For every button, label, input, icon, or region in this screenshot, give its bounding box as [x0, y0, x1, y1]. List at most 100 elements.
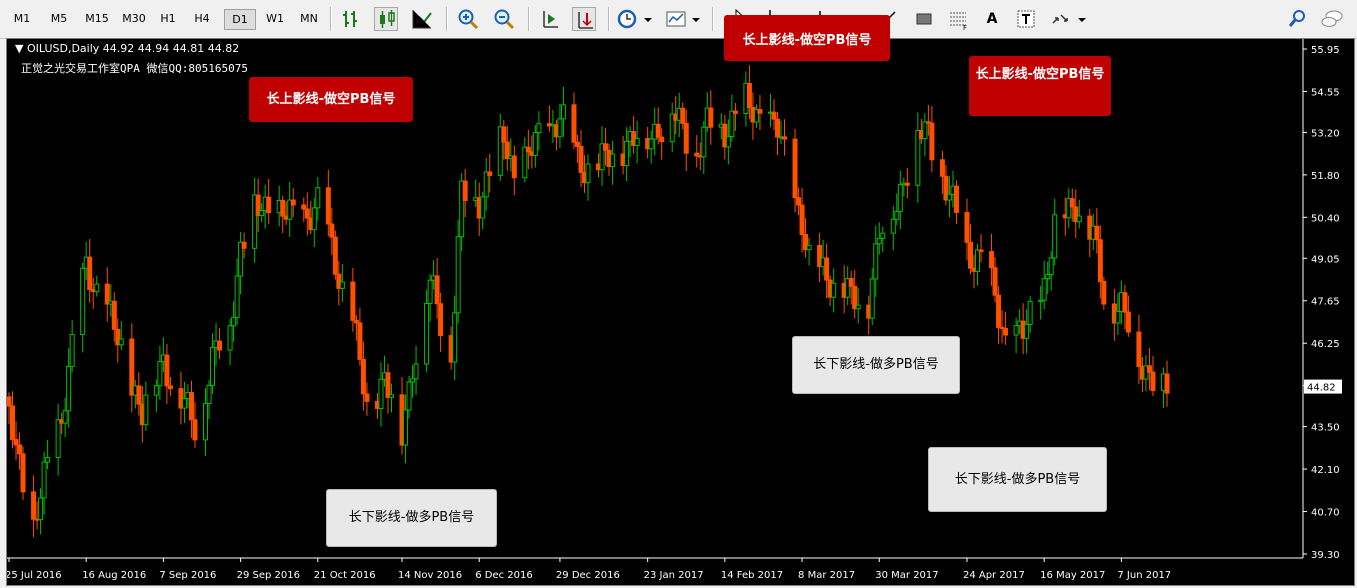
candle-body [462, 180, 468, 201]
timeframe-h1[interactable]: H1 [160, 12, 176, 25]
price-tick-label: 54.55 [1311, 87, 1340, 98]
timeframe-m30[interactable]: M30 [122, 12, 146, 25]
short-signal-callout: 长上影线-做空PB信号 [249, 77, 413, 122]
candle-body [848, 278, 854, 287]
fibonacci-icon[interactable]: F [946, 7, 970, 32]
candle-body [560, 104, 566, 120]
timeframe-d1[interactable]: D1 [224, 9, 256, 30]
timeframe-m5[interactable]: M5 [50, 12, 68, 25]
chevron-down-icon[interactable] [642, 7, 654, 31]
candle-body [55, 419, 61, 458]
price-tick-label: 39.30 [1311, 550, 1340, 561]
date-tick-label: 16 Aug 2016 [82, 570, 146, 581]
collapse-triangle-icon[interactable]: ▼ [15, 42, 24, 55]
candle-body [817, 244, 823, 268]
toolbar-separator [608, 7, 610, 31]
date-tick-label: 14 Feb 2017 [721, 570, 783, 581]
candle-body [413, 363, 419, 380]
candle-body [1038, 299, 1044, 302]
candle-body [634, 138, 640, 146]
candle-body [234, 275, 240, 318]
candle-body [603, 143, 609, 151]
chevron-down-icon[interactable] [1076, 7, 1088, 31]
candle-body [357, 322, 363, 360]
templates-icon[interactable] [664, 7, 688, 31]
candle-body [1150, 371, 1156, 392]
candle-body [111, 300, 117, 330]
rectangle-tool-icon[interactable] [912, 7, 936, 31]
candle-body [332, 236, 338, 275]
candlestick-chart-icon[interactable] [374, 7, 398, 31]
candle-body [585, 163, 591, 184]
chart-window[interactable]: 55.95 54.55 53.20 51.80 50.40 49.05 47.65 46.25… [6, 15, 1355, 586]
candle-body [203, 403, 209, 441]
candle-body [104, 283, 110, 305]
candle-body [1066, 198, 1072, 219]
zoom-in-icon[interactable] [456, 7, 480, 31]
timeframe-m1[interactable]: M1 [13, 12, 31, 25]
timeframe-m15[interactable]: M15 [85, 12, 109, 25]
candle-body [845, 278, 851, 298]
candle-body [511, 155, 517, 179]
candle-body [729, 110, 735, 138]
arrows-icon[interactable] [1048, 7, 1072, 31]
candle-body [648, 138, 654, 150]
timeframe-w1[interactable]: W1 [266, 12, 284, 25]
timeframe-h4[interactable]: H4 [194, 12, 210, 25]
search-icon[interactable] [1286, 7, 1310, 31]
candle-body [680, 107, 686, 124]
candle-body [252, 194, 258, 249]
candle-body [824, 257, 830, 281]
candle-body [10, 405, 16, 440]
candle-body [406, 381, 412, 411]
candle-body [378, 378, 384, 409]
text-tool-icon[interactable]: A [980, 7, 1004, 31]
timeframe-mn[interactable]: MN [300, 12, 318, 25]
candle-body [1136, 331, 1142, 368]
candle-body [873, 243, 879, 280]
candle-body [410, 378, 416, 383]
candle-body [876, 237, 882, 245]
candle-body [94, 283, 100, 293]
periods-clock-icon[interactable] [616, 7, 640, 31]
text-label-icon[interactable] [1014, 7, 1038, 31]
date-tick-label: 29 Sep 2016 [237, 570, 300, 581]
candle-body [803, 233, 809, 251]
candle-body [255, 194, 261, 217]
date-tick-label: 7 Sep 2016 [159, 570, 216, 581]
candle-body [438, 303, 444, 337]
candle-body [904, 182, 910, 186]
candle-body [241, 241, 247, 249]
long-signal-callout: 长下影线-做多PB信号 [792, 336, 960, 394]
candle-body [304, 208, 310, 219]
chart-shift-icon[interactable] [572, 7, 596, 31]
candle-body [38, 497, 44, 521]
date-tick-label: 21 Oct 2016 [314, 570, 376, 581]
candle-body [339, 281, 345, 289]
zoom-out-icon[interactable] [492, 7, 516, 31]
price-chart[interactable]: 55.95 54.55 53.20 51.80 50.40 49.05 47.65 46.25… [7, 39, 1354, 585]
candle-body [522, 146, 528, 179]
short-signal-callout: 长上影线-做空PB信号 [724, 15, 890, 61]
chevron-down-icon[interactable] [690, 7, 702, 31]
date-tick-label: 30 Mar 2017 [875, 570, 938, 581]
date-tick-label: 25 Jul 2016 [7, 570, 62, 581]
candle-body [157, 361, 163, 387]
price-tick-label: 47.65 [1311, 297, 1340, 308]
candle-body [290, 199, 296, 206]
candle-body [925, 121, 931, 124]
candle-body [525, 146, 531, 153]
candle-body [799, 204, 805, 235]
chat-icon[interactable] [1320, 7, 1344, 31]
bar-chart-icon[interactable] [340, 7, 364, 31]
candle-body [7, 396, 12, 407]
price-tick-label: 46.25 [1311, 339, 1340, 350]
auto-scroll-icon[interactable] [538, 7, 562, 31]
line-chart-icon[interactable] [410, 7, 434, 31]
candle-body [557, 118, 563, 138]
candle-body [1003, 328, 1009, 336]
candle-body [480, 196, 486, 219]
toolbar: M1 M5 M15 M30 H1 H4 D1 W1 MN [0, 0, 1357, 39]
candle-body [210, 346, 216, 386]
candle-body [20, 453, 26, 493]
